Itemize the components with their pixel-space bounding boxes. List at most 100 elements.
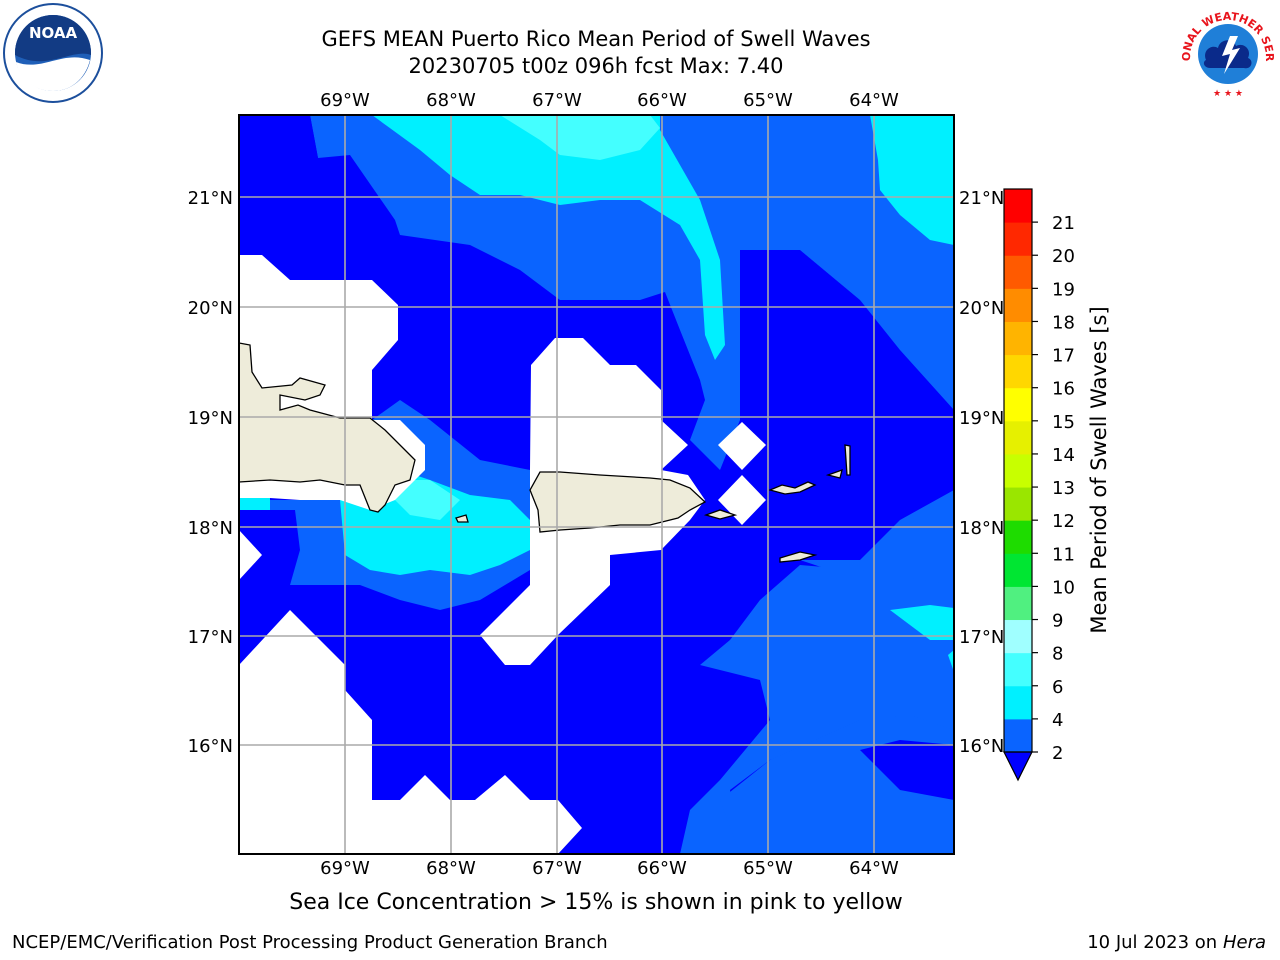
branch-credit: NCEP/EMC/Verification Post Processing Pr… [12, 932, 608, 953]
land-st-croix [779, 551, 818, 563]
lon-label-bottom: 64°W [849, 858, 899, 879]
nodata-culebra [718, 475, 766, 525]
lon-label-top: 66°W [637, 90, 687, 111]
colorbar-segment [1004, 321, 1032, 356]
band-lt2-north [239, 115, 395, 260]
colorbar-segment [1004, 487, 1032, 521]
date-text: 10 Jul 2023 on [1087, 932, 1223, 953]
colorbar-tick-label: 21 [1052, 213, 1075, 234]
colorbar-segment [1004, 718, 1032, 753]
land-hispaniola [239, 342, 416, 513]
band-lt2-east [720, 250, 954, 560]
colorbar-segment [1004, 453, 1032, 488]
map-title-line1: GEFS MEAN Puerto Rico Mean Period of Swe… [321, 27, 871, 51]
colorbar-segment [1004, 553, 1032, 587]
graticule [239, 115, 954, 854]
colorbar-segment [1004, 222, 1032, 256]
colorbar-tick-label: 11 [1052, 544, 1075, 565]
colorbar: 2 4 6 8 9 10 11 12 13 14 15 16 17 18 19 20 21 [1003, 188, 1075, 782]
lat-labels-right: 21°N 20°N 19°N 18°N 17°N 16°N [959, 188, 1004, 757]
colorbar-tick-label: 13 [1052, 478, 1075, 499]
band-lt2-south-patch [860, 740, 954, 800]
lon-label-top: 64°W [849, 90, 899, 111]
colorbar-tick-label: 17 [1052, 346, 1075, 367]
lat-label-right: 18°N [959, 518, 1004, 539]
lon-label-bottom: 65°W [743, 858, 793, 879]
colorbar-segment [1004, 420, 1032, 455]
lat-label-right: 20°N [959, 298, 1004, 319]
lat-label-left: 18°N [188, 518, 233, 539]
lat-label-left: 16°N [188, 736, 233, 757]
colorbar-under-arrow [1003, 751, 1033, 782]
colorbar-frame [1003, 188, 1033, 753]
svg-text:★ ★ ★: ★ ★ ★ [1213, 89, 1243, 99]
land-sombrero [844, 444, 851, 476]
land-mona-island [455, 514, 469, 523]
lat-label-left: 19°N [188, 408, 233, 429]
map-plot-area [239, 115, 954, 854]
colorbar-tick-label: 9 [1052, 611, 1063, 632]
colorbar-segment [1004, 255, 1032, 289]
lat-labels-left: 21°N 20°N 19°N 18°N 17°N 16°N [188, 188, 233, 757]
band-6-8-north [500, 115, 660, 160]
nodata-south [239, 610, 582, 854]
lat-label-left: 20°N [188, 298, 233, 319]
lon-label-bottom: 68°W [426, 858, 476, 879]
colorbar-tick-label: 15 [1052, 412, 1075, 433]
colorbar-segment [1004, 586, 1032, 621]
lat-label-right: 17°N [959, 627, 1004, 648]
colorbar-segment [1004, 354, 1032, 389]
lon-label-top: 67°W [532, 90, 582, 111]
lat-label-left: 17°N [188, 627, 233, 648]
noaa-logo-text: NOAA [29, 24, 78, 42]
band-4-6-northeast [870, 115, 954, 245]
lat-label-right: 21°N [959, 188, 1004, 209]
colorbar-segment [1004, 685, 1032, 720]
lon-label-bottom: 66°W [637, 858, 687, 879]
colorbar-tick-label: 2 [1052, 743, 1063, 764]
sea-ice-note: Sea Ice Concentration > 15% is shown in … [289, 890, 903, 915]
colorbar-segment [1004, 288, 1032, 322]
map-title-line2: 20230705 t00z 096h fcst Max: 7.40 [408, 54, 784, 78]
colorbar-tick-label: 8 [1052, 644, 1063, 665]
lon-label-top: 69°W [320, 90, 370, 111]
band-4-6-east-patch [890, 605, 954, 640]
land-vieques [703, 509, 738, 520]
lon-label-bottom: 69°W [320, 858, 370, 879]
colorbar-tick-label: 10 [1052, 577, 1075, 598]
colorbar-tick-label: 19 [1052, 279, 1075, 300]
colorbar-tick-label: 18 [1052, 312, 1075, 333]
plot-frame [238, 114, 955, 855]
colorbar-segment [1004, 520, 1032, 554]
colorbar-tick-label: 4 [1052, 710, 1063, 731]
colorbar-segment [1004, 189, 1032, 223]
land-anegada [825, 468, 843, 479]
lon-labels-bottom: 69°W 68°W 67°W 66°W 65°W 64°W [320, 858, 899, 879]
colorbar-tick-label: 6 [1052, 677, 1063, 698]
lat-label-left: 21°N [188, 188, 233, 209]
band-4-6-north [372, 115, 725, 360]
colorbar-label: Mean Period of Swell Waves [s] [1087, 306, 1111, 633]
colorbar-segment [1004, 652, 1032, 687]
machine-name: Hera [1222, 932, 1266, 953]
colorbar-tick-label: 20 [1052, 246, 1075, 267]
lon-label-top: 65°W [743, 90, 793, 111]
colorbar-segment [1004, 387, 1032, 422]
colorbar-tick-label: 14 [1052, 445, 1075, 466]
nodata-vieques [718, 422, 766, 470]
date-stamp: 10 Jul 2023 on Hera [1087, 932, 1266, 953]
colorbar-segment [1004, 619, 1032, 654]
band-4-6-east-sliver [948, 650, 954, 672]
nodata-southwest [239, 530, 262, 580]
nws-logo: NATIONAL WEATHER SERVICE ★ ★ ★ [1178, 2, 1276, 99]
colorbar-tick-label: 16 [1052, 379, 1075, 400]
lon-label-bottom: 67°W [532, 858, 582, 879]
lat-label-right: 16°N [959, 736, 1004, 757]
land-virgin-islands [767, 481, 817, 495]
lon-label-top: 68°W [426, 90, 476, 111]
band-6-8-mona [395, 480, 460, 520]
lon-labels-top: 69°W 68°W 67°W 66°W 65°W 64°W [320, 90, 899, 111]
band-4-6-hisp-south [239, 498, 270, 510]
colorbar-tick-label: 12 [1052, 511, 1075, 532]
